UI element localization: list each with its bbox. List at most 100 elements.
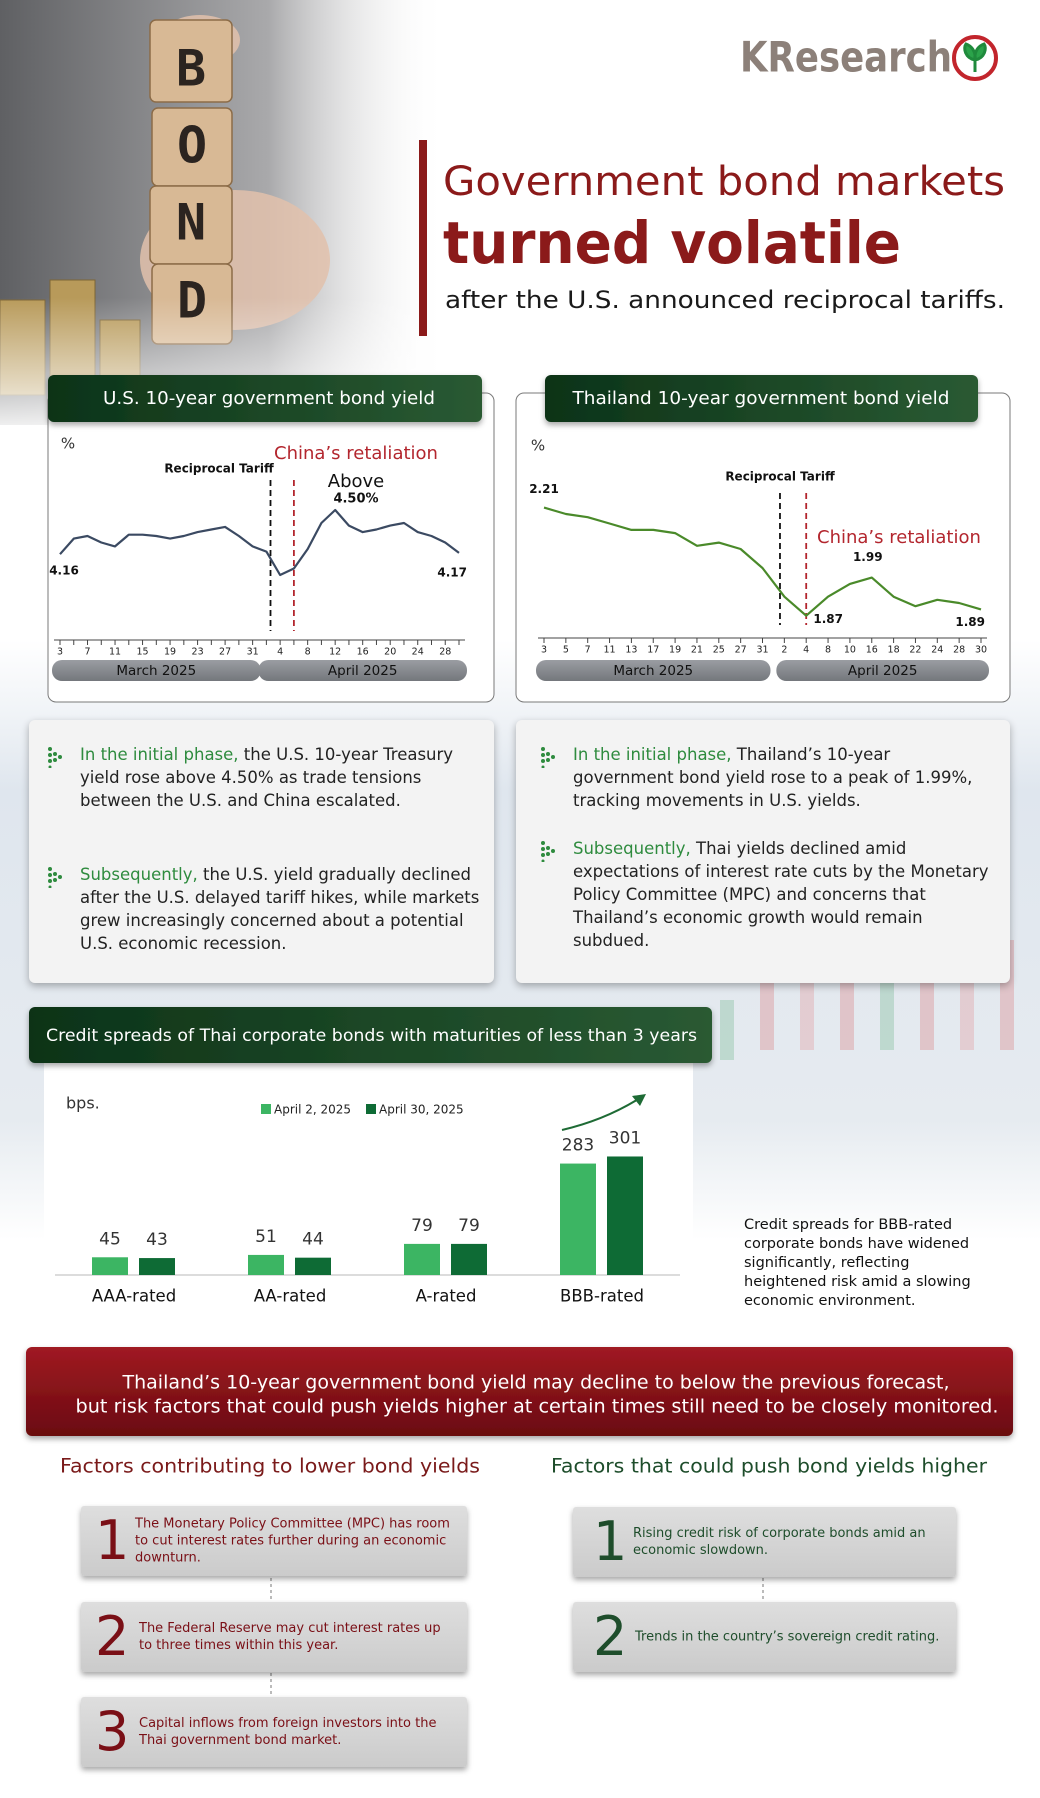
x-tick-label: 4 (803, 645, 809, 656)
month-pill (776, 660, 989, 681)
factor-text: The Monetary Policy Committee (MPC) has … (135, 1516, 450, 1566)
x-tick-label: A-rated (416, 1287, 477, 1306)
factor-number: 1 (593, 1510, 628, 1573)
chart-title-tab (48, 375, 482, 422)
x-tick-label: 27 (219, 647, 231, 658)
point-label: 1.87 (813, 612, 843, 626)
factor-card: 1 Rising credit risk of corporate bonds … (573, 1507, 956, 1577)
event-label: Reciprocal Tariff (164, 462, 274, 476)
y-axis-label: bps. (66, 1094, 100, 1113)
x-tick-label: 2 (781, 645, 787, 656)
x-tick-label: 12 (329, 647, 341, 658)
text-panel: In the initial phase, Thailand’s 10-year… (516, 720, 1010, 983)
factors-heading: Factors that could push bond yields high… (551, 1455, 988, 1478)
x-tick-label: 8 (305, 647, 311, 658)
x-tick-label: 24 (931, 645, 943, 656)
x-tick-label: 5 (563, 645, 569, 656)
legend-label: April 30, 2025 (379, 1103, 464, 1117)
x-tick-label: 25 (713, 645, 725, 656)
data-line (59, 508, 460, 577)
factor-number: 2 (593, 1605, 628, 1668)
factor-card: 1 The Monetary Policy Committee (MPC) ha… (81, 1506, 467, 1576)
logo-icon (952, 35, 998, 81)
factor-card: 2 The Federal Reserve may cut interest r… (81, 1602, 467, 1672)
trend-arrow-head (632, 1094, 646, 1106)
title: turned volatile (443, 209, 901, 277)
chart-title: U.S. 10-year government bond yield (103, 389, 435, 409)
x-tick-label: 11 (604, 645, 616, 656)
x-tick-label: 22 (909, 645, 921, 656)
x-tick-label: 15 (137, 647, 149, 658)
x-tick-label: 3 (57, 647, 63, 658)
data-line (543, 506, 982, 617)
point-label: 1.99 (853, 550, 883, 564)
bar (248, 1254, 284, 1275)
factor-number: 3 (95, 1700, 130, 1763)
brand-logo: KResearch (740, 33, 952, 82)
value-label: 51 (255, 1227, 277, 1247)
x-tick-label: BBB-rated (560, 1287, 644, 1306)
chart-title-tab (29, 1007, 712, 1063)
month-label: March 2025 (116, 663, 196, 679)
photo-letter: N (176, 194, 206, 252)
value-label: 43 (146, 1230, 168, 1250)
conclusion-banner (26, 1347, 1013, 1436)
factor-text: Trends in the country’s sovereign credit… (635, 1629, 940, 1645)
x-tick-label: 31 (756, 645, 768, 656)
bar (139, 1258, 175, 1275)
bullet-text: Thailand’s 10-year government bond yield… (573, 745, 973, 810)
chart-title-tab (545, 375, 978, 422)
bullet-paragraph: In the initial phase, Thailand’s 10-year… (541, 743, 993, 812)
legend-label: April 2, 2025 (274, 1103, 351, 1117)
x-tick-label: 17 (647, 645, 659, 656)
bullet-text: the U.S. yield gradually declined after … (80, 865, 480, 953)
value-label: 301 (609, 1128, 641, 1148)
factor-card: 2 Trends in the country’s sovereign cred… (573, 1602, 956, 1672)
x-tick-label: 31 (247, 647, 259, 658)
x-tick-label: 7 (585, 645, 591, 656)
text-panel: In the initial phase, the U.S. 10-year T… (29, 720, 494, 983)
legend-swatch (366, 1104, 376, 1114)
month-label: April 2025 (848, 663, 918, 679)
photo-letter: B (176, 40, 206, 98)
bullet-icon (541, 841, 555, 862)
factor-number: 2 (95, 1605, 130, 1668)
chart-title: Thailand 10-year government bond yield (571, 389, 949, 409)
bullet-lead: In the initial phase, (573, 745, 732, 764)
bar (295, 1257, 331, 1275)
month-label: March 2025 (613, 663, 693, 679)
x-tick-label: 11 (109, 647, 121, 658)
legend-swatch (261, 1104, 271, 1114)
x-tick-label: 28 (439, 647, 451, 658)
subtitle: after the U.S. announced reciprocal tari… (445, 286, 1005, 314)
x-tick-label: 27 (735, 645, 747, 656)
point-label: 1.89 (955, 615, 985, 629)
title-accent-bar (419, 140, 427, 336)
x-tick-label: 19 (669, 645, 681, 656)
bullet-lead: In the initial phase, (80, 745, 239, 764)
value-label: 44 (302, 1230, 324, 1250)
bar (560, 1163, 596, 1275)
x-tick-label: 21 (691, 645, 703, 656)
value-label: 45 (99, 1229, 121, 1249)
y-axis-label: % (531, 437, 545, 455)
x-tick-label: 8 (825, 645, 831, 656)
bar (92, 1257, 128, 1275)
x-tick-label: 16 (866, 645, 878, 656)
bar (404, 1243, 440, 1275)
x-tick-label: 3 (541, 645, 547, 656)
y-axis-label: % (61, 435, 75, 453)
factor-card: 3 Capital inflows from foreign investors… (81, 1697, 467, 1767)
value-label: 79 (458, 1216, 480, 1236)
bullet-icon (48, 867, 62, 888)
chart-title: Credit spreads of Thai corporate bonds w… (46, 1026, 697, 1046)
x-tick-label: 20 (384, 647, 396, 658)
x-tick-label: 23 (192, 647, 204, 658)
header-photo: B O N D (0, 0, 447, 425)
bullet-paragraph: Subsequently, the U.S. yield gradually d… (48, 863, 480, 955)
peak-label: Above (328, 471, 384, 492)
event-label: China’s retaliation (274, 443, 438, 464)
x-tick-label: 4 (277, 647, 283, 658)
